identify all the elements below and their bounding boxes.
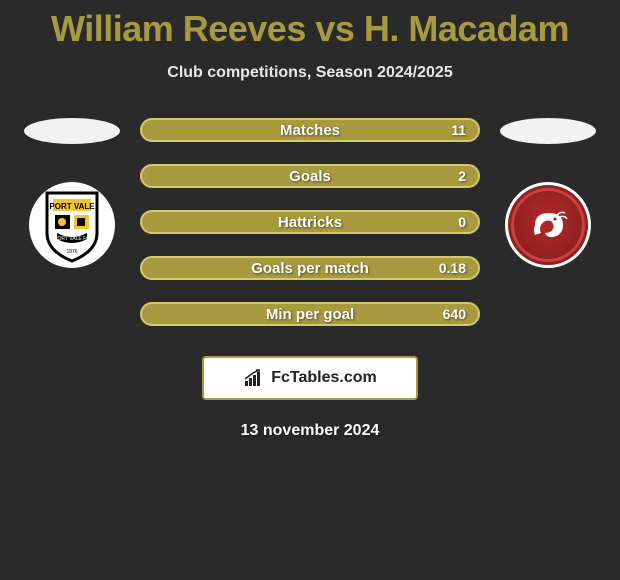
stat-label: Matches: [280, 122, 340, 139]
fctables-logo-icon: [243, 369, 265, 387]
left-column: PORT VALE PORT VALE FC 1876: [22, 118, 122, 268]
footer-date: 13 november 2024: [0, 422, 620, 440]
stat-label: Min per goal: [266, 306, 354, 323]
stat-label: Hattricks: [278, 214, 342, 231]
comparison-content: PORT VALE PORT VALE FC 1876 Matches 11 G…: [0, 118, 620, 326]
stat-value: 2: [458, 168, 466, 184]
player-ellipse-right: [500, 118, 596, 144]
svg-text:PORT VALE: PORT VALE: [49, 202, 95, 211]
subtitle: Club competitions, Season 2024/2025: [0, 64, 620, 82]
footer-brand-badge: FcTables.com: [202, 356, 418, 400]
morecambe-shrimp-icon: [527, 205, 569, 245]
stat-bars: Matches 11 Goals 2 Hattricks 0 Goals per…: [140, 118, 480, 326]
team-badge-left: PORT VALE PORT VALE FC 1876: [29, 182, 115, 268]
stat-value: 0: [458, 214, 466, 230]
page-title: William Reeves vs H. Macadam: [0, 0, 620, 50]
stat-bar-min-per-goal: Min per goal 640: [140, 302, 480, 326]
stat-value: 0.18: [439, 260, 466, 276]
stat-value: 640: [443, 306, 466, 322]
stat-label: Goals: [289, 168, 331, 185]
stat-value: 11: [451, 122, 466, 138]
port-vale-crest-icon: PORT VALE PORT VALE FC 1876: [37, 185, 107, 265]
stat-bar-goals: Goals 2: [140, 164, 480, 188]
player-ellipse-left: [24, 118, 120, 144]
stat-bar-goals-per-match: Goals per match 0.18: [140, 256, 480, 280]
stat-label: Goals per match: [251, 260, 369, 277]
team-badge-right: [505, 182, 591, 268]
right-column: [498, 118, 598, 268]
stat-bar-matches: Matches 11: [140, 118, 480, 142]
svg-text:1876: 1876: [66, 249, 77, 255]
stat-bar-hattricks: Hattricks 0: [140, 210, 480, 234]
footer-brand-text: FcTables.com: [271, 369, 377, 387]
svg-text:PORT VALE FC: PORT VALE FC: [54, 236, 90, 242]
